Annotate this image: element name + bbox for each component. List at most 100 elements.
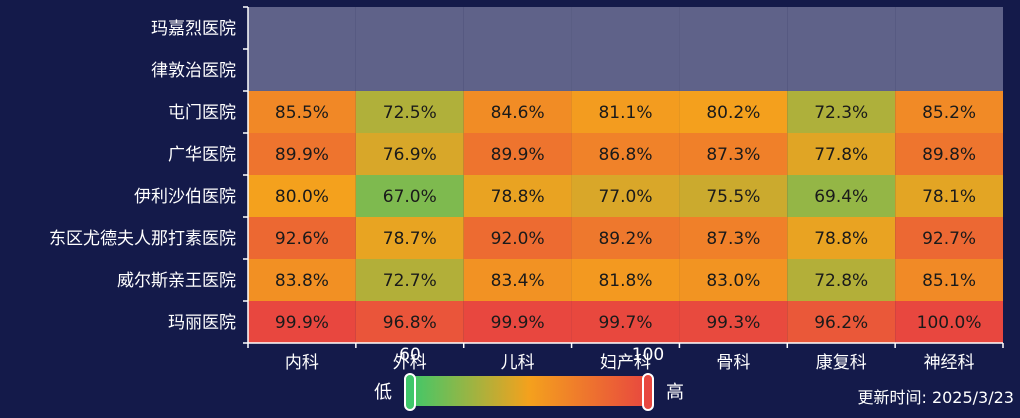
- heatmap-cell[interactable]: [787, 259, 896, 301]
- heatmap-cell-value: 85.2%: [922, 103, 976, 123]
- heatmap-cell[interactable]: [679, 175, 788, 217]
- heatmap-cell[interactable]: [248, 175, 356, 217]
- heatmap-cell-value: 83.8%: [275, 271, 329, 291]
- heatmap-cell[interactable]: [463, 133, 572, 175]
- heatmap-cell[interactable]: [248, 259, 356, 301]
- heatmap-cell[interactable]: [355, 133, 464, 175]
- heatmap-cell-value: 89.2%: [598, 229, 652, 249]
- visual-map-legend[interactable]: 60 100 低 高: [374, 345, 684, 411]
- heatmap-cell-value: 78.8%: [814, 229, 868, 249]
- heatmap-cell[interactable]: [355, 7, 464, 49]
- heatmap-cell[interactable]: [248, 7, 356, 49]
- y-axis-tick-label: 广华医院: [168, 145, 236, 165]
- heatmap-cell[interactable]: [355, 217, 464, 259]
- heatmap-cell[interactable]: [463, 7, 572, 49]
- heatmap-cell[interactable]: [787, 7, 896, 49]
- heatmap-cell[interactable]: [895, 49, 1003, 91]
- heatmap-cell-value: 89.9%: [275, 145, 329, 165]
- heatmap-cell[interactable]: [463, 217, 572, 259]
- heatmap-cell[interactable]: [895, 133, 1003, 175]
- heatmap-cell-value: 99.9%: [275, 313, 329, 333]
- y-axis-tick-label: 东区尤德夫人那打素医院: [49, 229, 236, 249]
- y-axis-tick-label: 伊利沙伯医院: [134, 187, 236, 207]
- heatmap-cell-value: 96.8%: [383, 313, 437, 333]
- heatmap-cell-value: 83.4%: [491, 271, 545, 291]
- heatmap-cell[interactable]: [571, 217, 680, 259]
- heatmap-cell-value: 81.1%: [598, 103, 652, 123]
- visual-map-max-value: 100: [632, 345, 664, 365]
- heatmap-cell[interactable]: [571, 259, 680, 301]
- x-axis-tick-label: 骨科: [716, 353, 750, 373]
- heatmap-cell-value: 72.5%: [383, 103, 437, 123]
- heatmap-cell-value: 92.6%: [275, 229, 329, 249]
- heatmap-cell[interactable]: [787, 133, 896, 175]
- heatmap-cell-value: 85.1%: [922, 271, 976, 291]
- heatmap-cell[interactable]: [895, 91, 1003, 133]
- heatmap-cell[interactable]: [463, 259, 572, 301]
- visual-map-gradient-bar: [410, 376, 648, 406]
- heatmap-cell[interactable]: [248, 91, 356, 133]
- visual-map-min-handle[interactable]: [404, 373, 416, 411]
- update-time-label: 更新时间: 2025/3/23: [857, 388, 1014, 407]
- heatmap-cell[interactable]: [248, 301, 356, 343]
- heatmap-cell[interactable]: [571, 7, 680, 49]
- heatmap-cell-value: 92.0%: [491, 229, 545, 249]
- x-axis-tick-label: 康复科: [816, 353, 867, 373]
- y-axis-tick-label: 律敦治医院: [151, 61, 236, 81]
- heatmap-cell[interactable]: [355, 91, 464, 133]
- heatmap-cell[interactable]: [355, 49, 464, 91]
- heatmap-cell-value: 72.7%: [383, 271, 437, 291]
- heatmap-cell[interactable]: [248, 49, 356, 91]
- heatmap-cell-value: 100.0%: [917, 313, 982, 333]
- heatmap-cell-value: 86.8%: [598, 145, 652, 165]
- visual-map-low-text: 低: [374, 382, 392, 403]
- heatmap-cell[interactable]: [787, 301, 896, 343]
- heatmap-cell[interactable]: [679, 91, 788, 133]
- heatmap-cell[interactable]: [679, 301, 788, 343]
- heatmap-cell[interactable]: [787, 91, 896, 133]
- heatmap-cell[interactable]: [679, 7, 788, 49]
- heatmap-cell[interactable]: [355, 301, 464, 343]
- heatmap-cell[interactable]: [787, 175, 896, 217]
- heatmap-cell-value: 78.7%: [383, 229, 437, 249]
- visual-map-max-handle[interactable]: [642, 373, 654, 411]
- heatmap-cell-value: 75.5%: [706, 187, 760, 207]
- heatmap-cell[interactable]: [571, 49, 680, 91]
- heatmap-cell[interactable]: [355, 175, 464, 217]
- heatmap-cell[interactable]: [571, 301, 680, 343]
- heatmap-cell[interactable]: [895, 259, 1003, 301]
- y-axis-tick-label: 玛嘉烈医院: [151, 19, 236, 39]
- heatmap-cell[interactable]: [355, 259, 464, 301]
- heatmap-cell[interactable]: [679, 259, 788, 301]
- heatmap-cell-value: 80.0%: [275, 187, 329, 207]
- visual-map-min-value: 60: [399, 345, 421, 365]
- heatmap-cell[interactable]: [248, 133, 356, 175]
- x-axis-tick-label: 内科: [285, 353, 319, 373]
- heatmap-cell[interactable]: [571, 91, 680, 133]
- heatmap-cell[interactable]: [571, 133, 680, 175]
- heatmap-cell[interactable]: [248, 217, 356, 259]
- heatmap-cell[interactable]: [787, 217, 896, 259]
- y-axis-tick-label: 玛丽医院: [168, 313, 236, 333]
- heatmap-cell-value: 77.0%: [598, 187, 652, 207]
- heatmap-cell-value: 76.9%: [383, 145, 437, 165]
- heatmap-cell[interactable]: [463, 49, 572, 91]
- heatmap-cell-value: 78.8%: [491, 187, 545, 207]
- heatmap-cell[interactable]: [463, 301, 572, 343]
- heatmap-cell[interactable]: [679, 217, 788, 259]
- heatmap-cell[interactable]: [679, 49, 788, 91]
- heatmap-cell[interactable]: [679, 133, 788, 175]
- heatmap-cell[interactable]: [895, 175, 1003, 217]
- heatmap-cell[interactable]: [895, 7, 1003, 49]
- x-axis-tick-label: 外科: [393, 353, 427, 373]
- heatmap-cell[interactable]: [463, 91, 572, 133]
- heatmap-cell[interactable]: [571, 175, 680, 217]
- heatmap-cell-labels: 85.5% 72.5% 84.6% 81.1% 80.2% 72.3% 85.2% 89.9%…: [275, 103, 982, 333]
- heatmap-cell[interactable]: [895, 301, 1003, 343]
- heatmap-cell[interactable]: [895, 217, 1003, 259]
- heatmap-cell[interactable]: [463, 175, 572, 217]
- heatmap-cell-value: 83.0%: [706, 271, 760, 291]
- heatmap-cell[interactable]: [787, 49, 896, 91]
